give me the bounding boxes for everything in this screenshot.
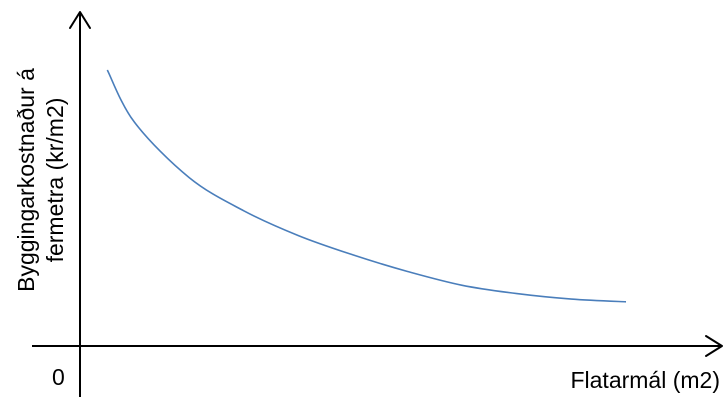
y-axis-arrow [69,11,91,29]
cost-curve [106,69,627,303]
x-axis-label: Flatarmál (m2) [570,367,720,393]
origin-label: 0 [52,364,65,390]
y-axis-label: Byggingarkostnaður á fermetra (kr/m2) [13,68,68,292]
y-axis-label-line-1: Byggingarkostnaður á [13,68,39,292]
y-axis-label-line-2: fermetra (kr/m2) [42,98,68,263]
x-axis-arrow [705,335,723,357]
